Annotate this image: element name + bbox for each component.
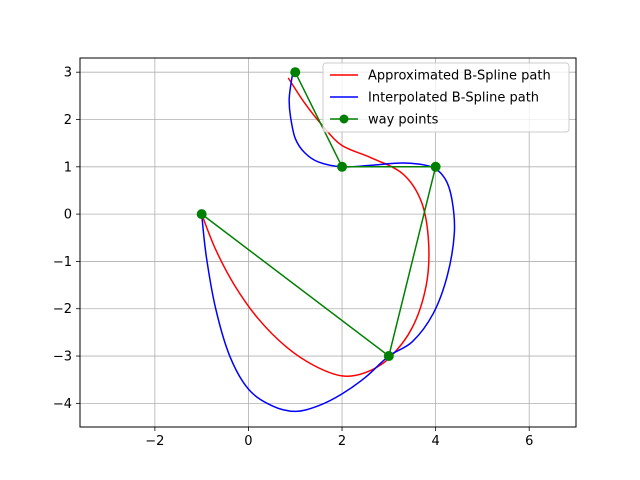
y-tick-label: 1 <box>64 160 72 175</box>
legend-label: Approximated B-Spline path <box>368 69 551 84</box>
approximated-b-spline-path-line <box>200 77 430 378</box>
x-tick-label: −2 <box>145 434 164 449</box>
series-layer <box>196 67 456 413</box>
legend-label: way points <box>368 113 439 128</box>
legend: Approximated B-Spline path Interpolated B… <box>322 62 570 133</box>
x-tick-label: 4 <box>431 434 439 449</box>
way-points-point <box>290 67 301 78</box>
x-tick-label: 2 <box>338 434 346 449</box>
y-tick-label: 0 <box>64 208 72 223</box>
legend-box <box>322 62 570 133</box>
axes-frame <box>79 57 577 428</box>
y-tick-label: −3 <box>53 350 72 365</box>
x-tick-label: 6 <box>525 434 533 449</box>
y-tick-label: −1 <box>53 255 72 270</box>
way-points-point <box>196 209 207 220</box>
legend-marker <box>339 114 349 124</box>
x-tick-label: 0 <box>244 434 252 449</box>
y-tick-label: 3 <box>64 66 72 81</box>
way-points-point <box>337 161 348 172</box>
y-tick-label: −2 <box>53 302 72 317</box>
y-tick-label: 2 <box>64 113 72 128</box>
legend-label: Interpolated B-Spline path <box>368 91 539 106</box>
y-tick-label: −4 <box>53 397 72 412</box>
ticks: −2 0 2 4 6 −4 −3 −2 −1 0 1 2 3 <box>53 66 534 449</box>
way-points-point <box>430 161 441 172</box>
interpolated-b-spline-path-line <box>200 72 456 413</box>
way-points-point <box>383 351 394 362</box>
